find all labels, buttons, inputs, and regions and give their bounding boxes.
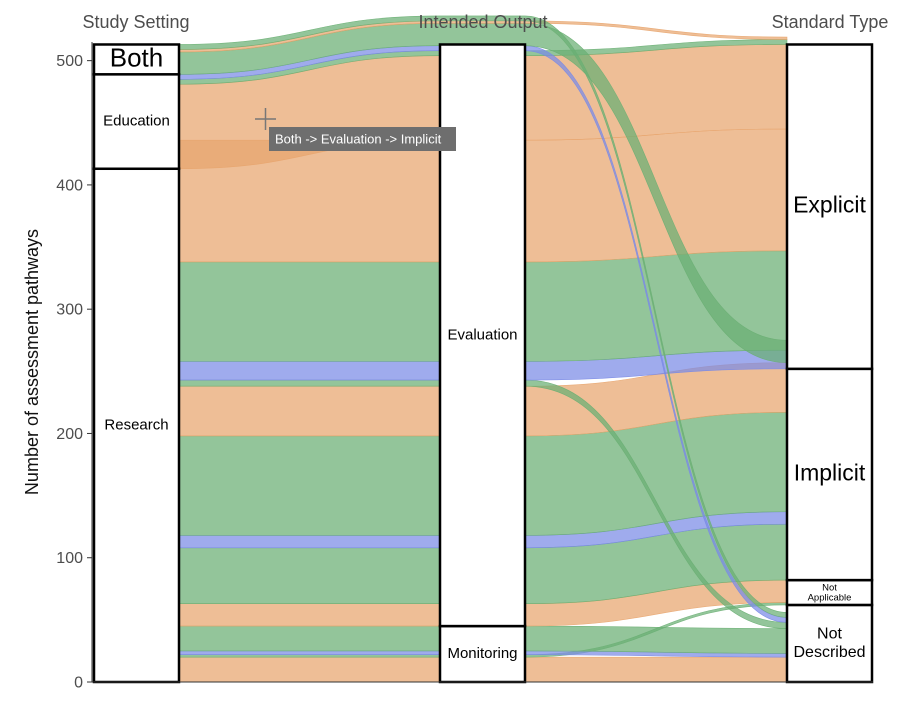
stratum-label-not-described: Not Described [793, 626, 865, 661]
stratum-label-evaluation: Evaluation [447, 326, 517, 343]
stratum-label-word: Described [793, 644, 865, 661]
y-tick-label: 300 [56, 302, 83, 319]
stratum-implicit[interactable] [785, 367, 874, 582]
stratum-label-word: Applicable [808, 592, 852, 603]
stratum-not-applicable[interactable] [785, 578, 874, 607]
crosshair-icon [255, 108, 276, 130]
y-tick-label: 0 [74, 675, 83, 692]
stratum-label-explicit: Explicit [793, 192, 866, 218]
axis-header-intended-output: Intended Output [418, 12, 547, 32]
stratum-label-word: Not [817, 626, 842, 643]
tooltip: Both -> Evaluation -> Implicit [255, 108, 456, 151]
axis-headers: Study Setting Intended Output Standard Typ… [82, 12, 888, 32]
y-axis-title: Number of assessment pathways [22, 229, 42, 495]
y-tick-label: 200 [56, 426, 83, 443]
stratum-label-monitoring: Monitoring [447, 645, 517, 662]
stratum-label-both: Both [110, 42, 164, 72]
stratum-label-education: Education [103, 113, 170, 130]
stratum-label-research: Research [104, 416, 168, 433]
y-tick-label: 100 [56, 550, 83, 567]
y-ticks: 0 100 200 300 400 500 [56, 53, 92, 692]
stratum-both[interactable] [92, 43, 181, 76]
y-tick-label: 400 [56, 177, 83, 194]
stratum-explicit[interactable] [785, 43, 874, 371]
stratum-label-implicit: Implicit [794, 460, 866, 486]
stratum-label-word: Not [822, 582, 837, 593]
y-tick-label: 500 [56, 53, 83, 70]
stratum-label-not-applicable: Not Applicable [808, 582, 852, 603]
tooltip-box [269, 127, 456, 151]
tooltip-text: Both -> Evaluation -> Implicit [275, 132, 442, 147]
axis-header-standard-type: Standard Type [772, 12, 889, 32]
strata-layer: Research Education Both Monitoring Evaluatio… [92, 42, 874, 684]
axis-header-study-setting: Study Setting [82, 12, 189, 32]
axis-layer [91, 42, 873, 683]
